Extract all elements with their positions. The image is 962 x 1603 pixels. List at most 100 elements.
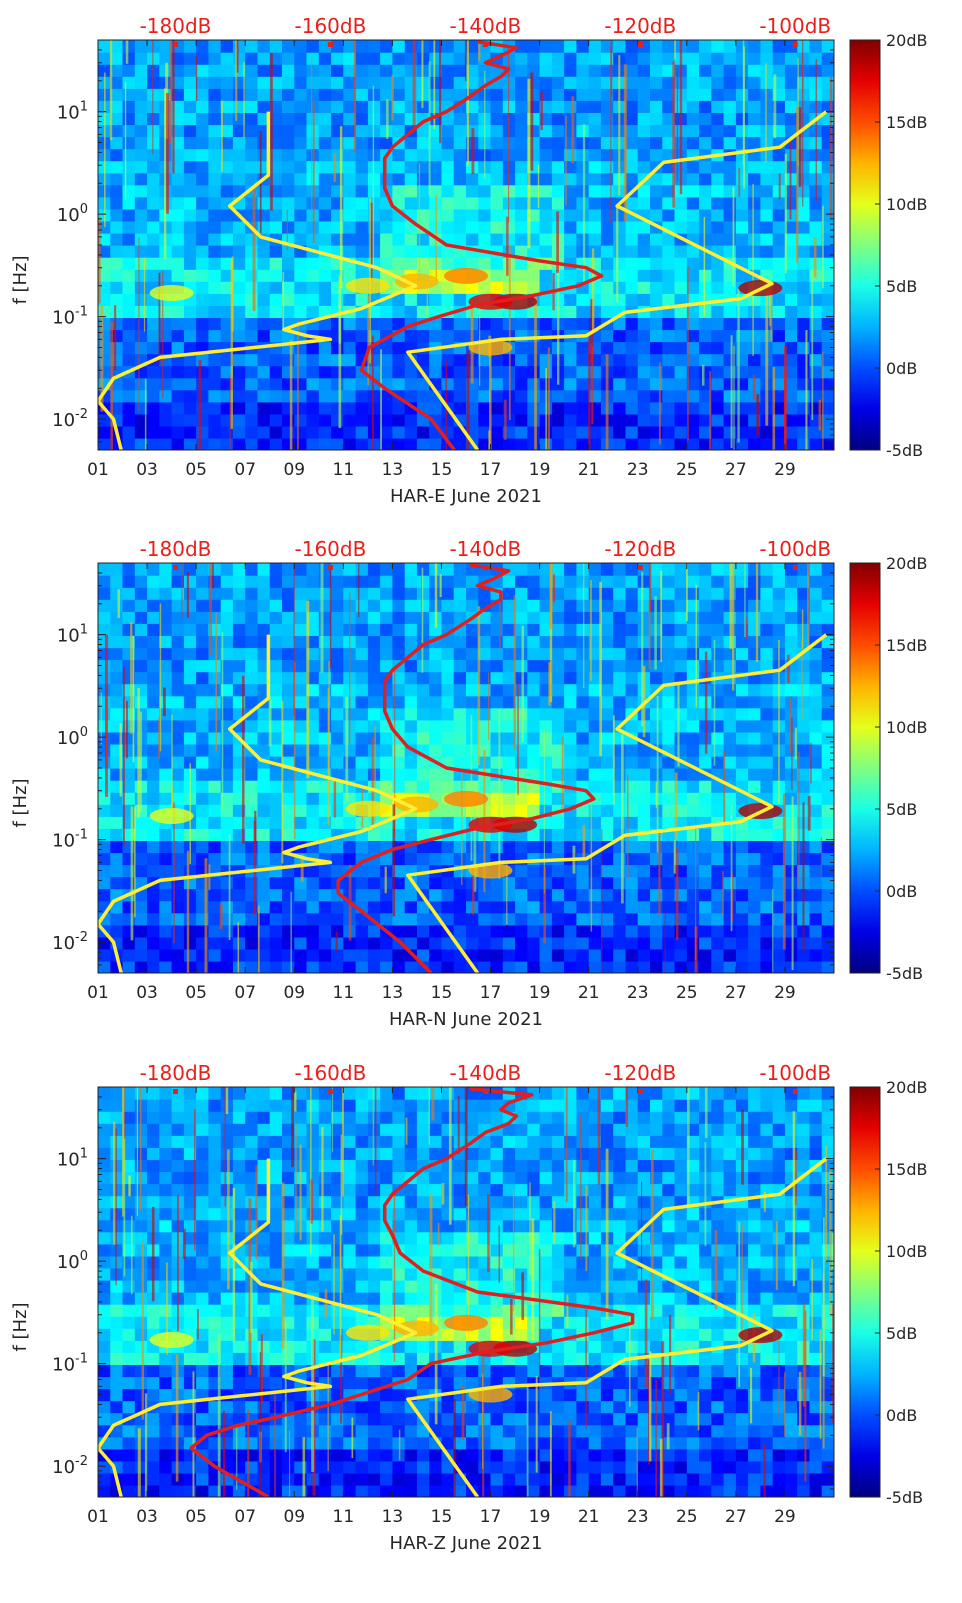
heatmap-cell bbox=[258, 768, 271, 781]
heatmap-cell bbox=[159, 744, 172, 757]
heatmap-cell bbox=[760, 52, 773, 65]
heatmap-cell bbox=[711, 342, 724, 355]
heatmap-cell bbox=[626, 1485, 639, 1498]
heatmap-cell bbox=[392, 305, 405, 318]
heatmap-cell bbox=[294, 937, 307, 950]
heatmap-cell bbox=[147, 768, 160, 781]
heatmap-cell bbox=[319, 961, 332, 974]
heatmap-cell bbox=[159, 563, 172, 576]
heatmap-cell bbox=[417, 660, 430, 673]
heatmap-cell bbox=[307, 438, 320, 451]
heatmap-cell bbox=[626, 112, 639, 125]
heatmap-cell bbox=[552, 901, 565, 914]
heatmap-cell bbox=[429, 354, 442, 367]
heatmap-cell bbox=[724, 197, 737, 210]
heatmap-cell bbox=[442, 124, 455, 137]
heatmap-cell bbox=[724, 720, 737, 733]
x-tick-label: 17 bbox=[480, 983, 502, 1003]
heatmap-cell bbox=[650, 257, 663, 270]
heatmap-cell bbox=[429, 925, 442, 938]
heatmap-cell bbox=[564, 426, 577, 439]
colorbar-tick-label: 10dB bbox=[886, 718, 928, 737]
heatmap-cell bbox=[503, 173, 516, 186]
heatmap-cell bbox=[527, 949, 540, 962]
heatmap-cell bbox=[172, 317, 185, 330]
heatmap-cell bbox=[748, 76, 761, 89]
heatmap-cell bbox=[687, 221, 700, 234]
transient-streak bbox=[354, 21, 356, 152]
heatmap-cell bbox=[736, 185, 749, 198]
heatmap-cell bbox=[552, 64, 565, 77]
heatmap-cell bbox=[527, 804, 540, 817]
heatmap-cell bbox=[294, 233, 307, 246]
heatmap-cell bbox=[356, 317, 369, 330]
heatmap-cell bbox=[208, 708, 221, 721]
heatmap-cell bbox=[172, 185, 185, 198]
heatmap-cell bbox=[368, 587, 381, 600]
heatmap-cell bbox=[724, 877, 737, 890]
heatmap-cell bbox=[662, 599, 675, 612]
heatmap-cell bbox=[245, 366, 258, 379]
heatmap-cell bbox=[724, 937, 737, 950]
heatmap-cell bbox=[417, 137, 430, 150]
heatmap-cell bbox=[675, 720, 688, 733]
heatmap-cell bbox=[454, 354, 467, 367]
heatmap-cell bbox=[601, 563, 614, 576]
transient-streak bbox=[753, 375, 756, 400]
heatmap-cell bbox=[343, 961, 356, 974]
heatmap-cell bbox=[748, 233, 761, 246]
heatmap-cell bbox=[748, 563, 761, 576]
heatmap-cell bbox=[527, 672, 540, 685]
heatmap-cell bbox=[662, 720, 675, 733]
transient-streak bbox=[220, 904, 223, 930]
heatmap-cell bbox=[822, 756, 835, 769]
heatmap-cell bbox=[601, 1461, 614, 1474]
top-db-tick-marker bbox=[483, 42, 488, 47]
y-tick-label: 10-2 bbox=[52, 930, 88, 954]
heatmap-cell bbox=[699, 599, 712, 612]
heatmap-cell bbox=[331, 112, 344, 125]
heatmap-cell bbox=[294, 305, 307, 318]
heatmap-cell bbox=[172, 414, 185, 427]
heatmap-cell bbox=[184, 684, 197, 697]
heatmap-cell bbox=[601, 708, 614, 721]
heatmap-cell bbox=[319, 100, 332, 113]
heatmap-cell bbox=[601, 124, 614, 137]
heatmap-cell bbox=[626, 100, 639, 113]
transient-streak bbox=[242, 676, 245, 844]
heatmap-cell bbox=[822, 390, 835, 403]
heatmap-cell bbox=[123, 611, 136, 624]
heatmap-cell bbox=[307, 76, 320, 89]
heatmap-cell bbox=[589, 197, 602, 210]
heatmap-cell bbox=[785, 623, 798, 636]
heatmap-cell bbox=[638, 293, 651, 306]
colorbar-tick-label: 20dB bbox=[886, 554, 928, 573]
heatmap-cell bbox=[184, 1473, 197, 1486]
heatmap-cell bbox=[564, 889, 577, 902]
heatmap-cell bbox=[601, 305, 614, 318]
heatmap-cell bbox=[748, 611, 761, 624]
heatmap-cell bbox=[405, 696, 418, 709]
heatmap-cell bbox=[110, 40, 123, 53]
heatmap-cell bbox=[405, 1461, 418, 1474]
heatmap-cell bbox=[343, 329, 356, 342]
heatmap-cell bbox=[478, 708, 491, 721]
heatmap-cell bbox=[208, 354, 221, 367]
heatmap-cell bbox=[576, 672, 589, 685]
heatmap-cell bbox=[159, 937, 172, 950]
heatmap-cell bbox=[307, 816, 320, 829]
heatmap-cell bbox=[417, 1461, 430, 1474]
transient-streak bbox=[730, 526, 733, 649]
heatmap-cell bbox=[748, 949, 761, 962]
heatmap-cell bbox=[576, 414, 589, 427]
heatmap-cell bbox=[196, 792, 209, 805]
heatmap-cell bbox=[343, 744, 356, 757]
heatmap-cell bbox=[356, 684, 369, 697]
heatmap-cell bbox=[748, 780, 761, 793]
heatmap-cell bbox=[392, 611, 405, 624]
heatmap-cell bbox=[294, 390, 307, 403]
heatmap-cell bbox=[675, 209, 688, 222]
heatmap-cell bbox=[785, 52, 798, 65]
heatmap-cell bbox=[196, 816, 209, 829]
heatmap-cell bbox=[184, 100, 197, 113]
